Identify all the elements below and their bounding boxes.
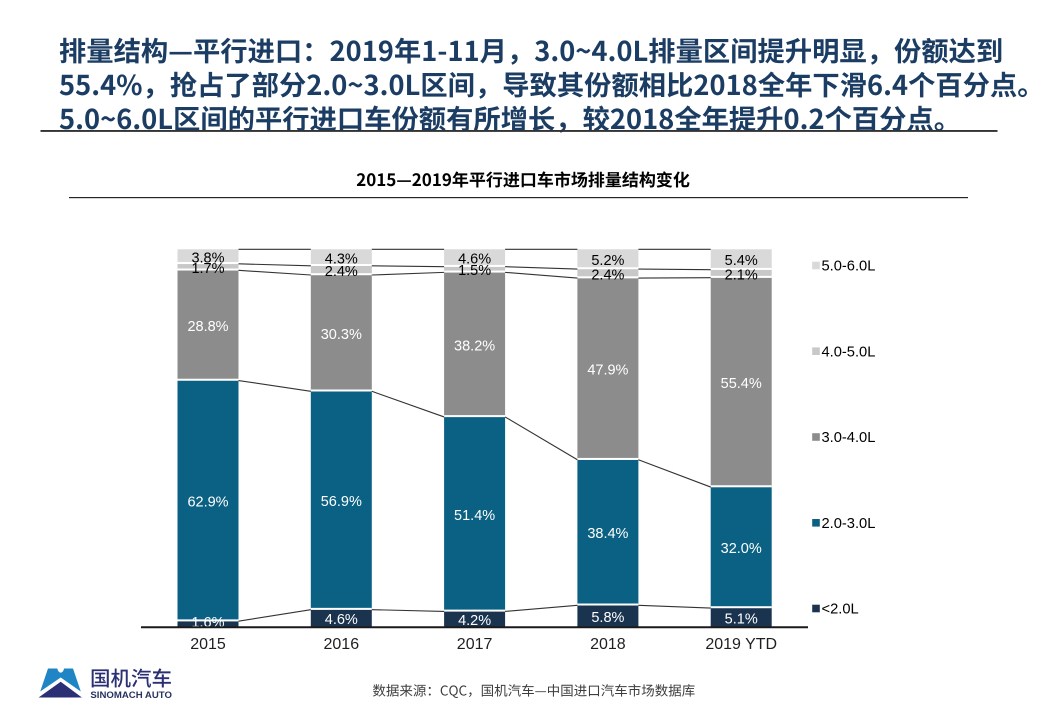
- svg-text:3.0-4.0L: 3.0-4.0L: [822, 430, 876, 446]
- svg-text:5.4%: 5.4%: [725, 253, 758, 269]
- svg-text:2.4%: 2.4%: [325, 264, 358, 280]
- svg-text:30.3%: 30.3%: [321, 327, 362, 343]
- svg-text:1.6%: 1.6%: [191, 615, 224, 631]
- svg-text:SINOMACH AUTO: SINOMACH AUTO: [90, 690, 172, 701]
- svg-text:38.2%: 38.2%: [454, 338, 495, 354]
- svg-text:5.8%: 5.8%: [591, 610, 624, 626]
- svg-text:1.7%: 1.7%: [191, 261, 224, 277]
- svg-text:2015: 2015: [190, 636, 226, 653]
- svg-text:5.0-6.0L: 5.0-6.0L: [822, 259, 876, 275]
- svg-text:4.0-5.0L: 4.0-5.0L: [822, 344, 876, 360]
- svg-text:2.0-3.0L: 2.0-3.0L: [822, 516, 876, 532]
- svg-text:1.5%: 1.5%: [458, 263, 491, 279]
- svg-text:28.8%: 28.8%: [187, 319, 228, 335]
- svg-text:2.1%: 2.1%: [725, 267, 758, 283]
- svg-text:51.4%: 51.4%: [454, 508, 495, 524]
- svg-text:2019 YTD: 2019 YTD: [705, 636, 777, 653]
- svg-text:<2.0L: <2.0L: [822, 602, 859, 618]
- svg-text:4.6%: 4.6%: [325, 612, 358, 628]
- svg-text:62.9%: 62.9%: [187, 495, 228, 511]
- svg-text:55.4%: 55.4%: [721, 376, 762, 392]
- svg-text:4.3%: 4.3%: [325, 251, 358, 267]
- svg-text:32.0%: 32.0%: [721, 541, 762, 557]
- svg-text:2016: 2016: [324, 636, 360, 653]
- svg-text:5.2%: 5.2%: [591, 253, 624, 269]
- svg-text:2018: 2018: [590, 636, 626, 653]
- svg-text:4.6%: 4.6%: [458, 252, 491, 268]
- svg-text:56.9%: 56.9%: [321, 494, 362, 510]
- svg-text:2.4%: 2.4%: [591, 267, 624, 283]
- svg-text:2017: 2017: [457, 636, 493, 653]
- svg-text:47.9%: 47.9%: [587, 363, 628, 379]
- svg-text:3.8%: 3.8%: [191, 250, 224, 266]
- svg-text:4.2%: 4.2%: [458, 613, 491, 629]
- svg-text:5.1%: 5.1%: [725, 611, 758, 627]
- svg-text:38.4%: 38.4%: [587, 526, 628, 542]
